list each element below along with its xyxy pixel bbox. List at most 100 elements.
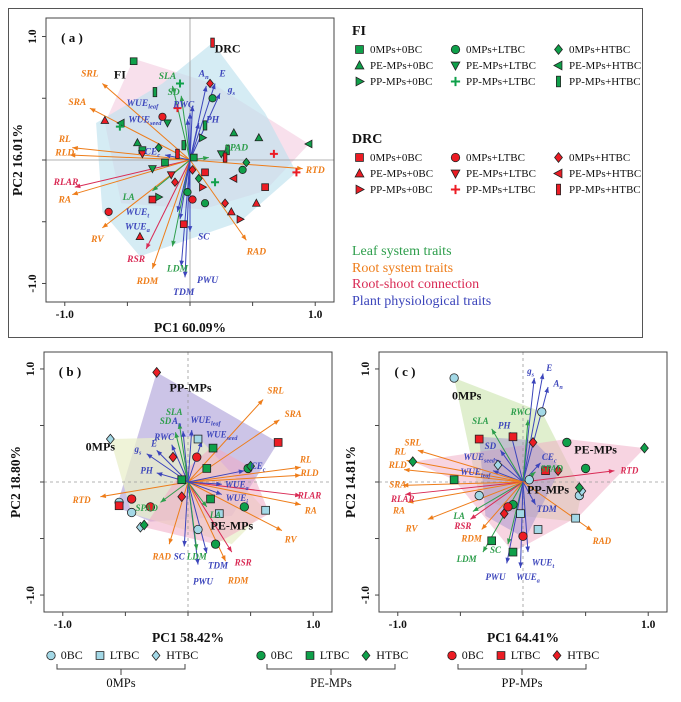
tri-up-marker-icon — [354, 168, 365, 178]
bottom-legend-item-label: 0BC — [270, 648, 293, 662]
bottom-legend-item-0MPs-HTBC: HTBC — [149, 648, 198, 663]
svg-text:1.0: 1.0 — [25, 362, 37, 377]
legend-title-FI: FI — [352, 24, 366, 39]
svg-text:SRL: SRL — [81, 70, 99, 80]
bottom-legend-item-PP-MPs-LTBC: LTBC — [494, 648, 540, 663]
svg-text:SRA: SRA — [389, 479, 406, 489]
svg-text:1.0: 1.0 — [308, 309, 323, 321]
trait-category-leaf: Leaf system traits — [352, 244, 452, 259]
tri-right-marker-icon — [355, 184, 365, 195]
svg-text:-1.0: -1.0 — [389, 619, 407, 631]
svg-text:RAD: RAD — [151, 552, 171, 562]
xaxis-label: PC1 64.41% — [487, 630, 559, 645]
svg-text:SC: SC — [198, 233, 210, 243]
square-marker-icon — [355, 153, 364, 162]
svg-text:WUEa: WUEa — [125, 223, 151, 235]
legend-item-label: 0MPs+0BC — [370, 151, 423, 164]
legend-item-0MPs+0BC: 0MPs+0BC — [352, 43, 448, 56]
svg-text:SLA: SLA — [159, 72, 176, 82]
diamond-marker-icon — [552, 650, 562, 661]
svg-text:SC: SC — [174, 552, 186, 562]
svg-text:TDM: TDM — [208, 561, 229, 571]
svg-text:RTD: RTD — [305, 166, 325, 176]
svg-text:RWC: RWC — [510, 407, 532, 417]
svg-text:SRA: SRA — [68, 98, 86, 108]
svg-text:CEc: CEc — [251, 461, 266, 474]
svg-text:RLD: RLD — [54, 149, 74, 159]
bottom-legend-item-label: LTBC — [319, 648, 350, 662]
legend-item-label: 0MPs+0BC — [370, 43, 423, 56]
yaxis-label: PC2 16.01% — [10, 124, 25, 196]
svg-text:RV: RV — [284, 535, 298, 545]
svg-text:-1.0: -1.0 — [360, 586, 372, 604]
group-label-PE-MPs: PE-MPs — [210, 518, 253, 532]
svg-text:RDM: RDM — [460, 534, 483, 544]
bottom-legend-group-PP-MPs: 0BC LTBC HTBC PP-MPs — [437, 648, 607, 691]
svg-text:LA: LA — [122, 193, 135, 203]
legend-item-label: PP-MPs+HTBC — [569, 183, 641, 196]
legend-item-PE-MPs+HTBC: PE-MPs+HTBC — [551, 167, 642, 180]
svg-text:E: E — [150, 439, 157, 449]
vrect-marker-icon — [556, 183, 561, 196]
tri-left-marker-icon — [553, 60, 563, 71]
svg-text:WUEi: WUEi — [226, 493, 249, 506]
tri-down-marker-icon — [450, 169, 461, 179]
svg-text:RTD: RTD — [619, 466, 639, 476]
square-marker-icon — [305, 651, 315, 660]
svg-text:SD: SD — [168, 88, 180, 98]
svg-text:PH: PH — [206, 115, 220, 125]
group-label-PE-MPs: PE-MPs — [574, 443, 617, 457]
bottom-legend-item-PE-MPs-HTBC: HTBC — [359, 648, 408, 663]
svg-text:WUEt: WUEt — [126, 208, 150, 220]
svg-text:1.0: 1.0 — [641, 619, 656, 631]
bottom-legend-item-label: 0BC — [60, 648, 83, 662]
svg-text:PWU: PWU — [197, 276, 219, 286]
svg-text:WUEseed: WUEseed — [128, 115, 162, 127]
hull-DRC — [96, 42, 297, 257]
yaxis-label: PC2 14.81% — [343, 446, 358, 518]
diamond-marker-icon — [151, 650, 161, 661]
tri-up-marker-icon — [354, 60, 365, 70]
svg-text:LA: LA — [209, 510, 222, 520]
svg-text:SD: SD — [485, 441, 497, 451]
svg-text:CEc: CEc — [145, 147, 161, 159]
legend-fi: FI 0MPs+0BC 0MPs+LTBC 0MPs+HTBC PE-MPs+0BC PE… — [352, 24, 642, 88]
panel-letter: ( c ) — [395, 364, 416, 379]
legend-drc: DRC 0MPs+0BC 0MPs+LTBC 0MPs+HTBC PE-MPs+0BC P… — [352, 132, 642, 196]
yaxis-label: PC2 18.80% — [8, 446, 23, 518]
square-marker-icon — [355, 45, 364, 54]
legend-item-label: 0MPs+LTBC — [466, 151, 525, 164]
legend-item-label: 0MPs+HTBC — [569, 151, 631, 164]
svg-text:SLA: SLA — [472, 416, 489, 426]
svg-text:RL: RL — [58, 135, 71, 145]
svg-text:RSR: RSR — [126, 255, 145, 265]
svg-text:1.0: 1.0 — [306, 619, 321, 631]
legend-item-PE-MPs+LTBC: PE-MPs+LTBC — [448, 167, 551, 180]
bottom-legend-item-label: 0BC — [461, 648, 484, 662]
group-label-DRC: DRC — [215, 42, 241, 56]
bottom-legend-group-0MPs: 0BC LTBC HTBC 0MPs — [36, 648, 206, 691]
svg-text:RAD: RAD — [246, 247, 267, 257]
svg-text:PWU: PWU — [193, 576, 214, 586]
square-marker-icon — [496, 651, 506, 660]
svg-text:An: An — [198, 70, 209, 82]
svg-text:PWU: PWU — [485, 572, 506, 582]
svg-text:SRA: SRA — [285, 409, 302, 419]
svg-text:CEc: CEc — [542, 452, 557, 465]
svg-text:RA: RA — [57, 196, 71, 206]
legend-item-0MPs+LTBC: 0MPs+LTBC — [448, 151, 551, 164]
legend-item-PE-MPs+0BC: PE-MPs+0BC — [352, 167, 448, 180]
svg-text:RDM: RDM — [136, 277, 159, 287]
panel-letter: ( b ) — [59, 364, 81, 379]
legend-item-label: PP-MPs+0BC — [370, 183, 433, 196]
legend-item-PP-MPs+LTBC: PP-MPs+LTBC — [448, 75, 551, 88]
brace-icon — [56, 664, 186, 675]
bottom-legend-group-name: PE-MPs — [310, 676, 352, 690]
svg-text:RLAR: RLAR — [390, 494, 415, 504]
legend-item-label: PE-MPs+HTBC — [569, 59, 642, 72]
bottom-legend-item-0MPs-0BC: 0BC — [44, 648, 83, 663]
legend-item-PP-MPs+HTBC: PP-MPs+HTBC — [551, 183, 642, 196]
